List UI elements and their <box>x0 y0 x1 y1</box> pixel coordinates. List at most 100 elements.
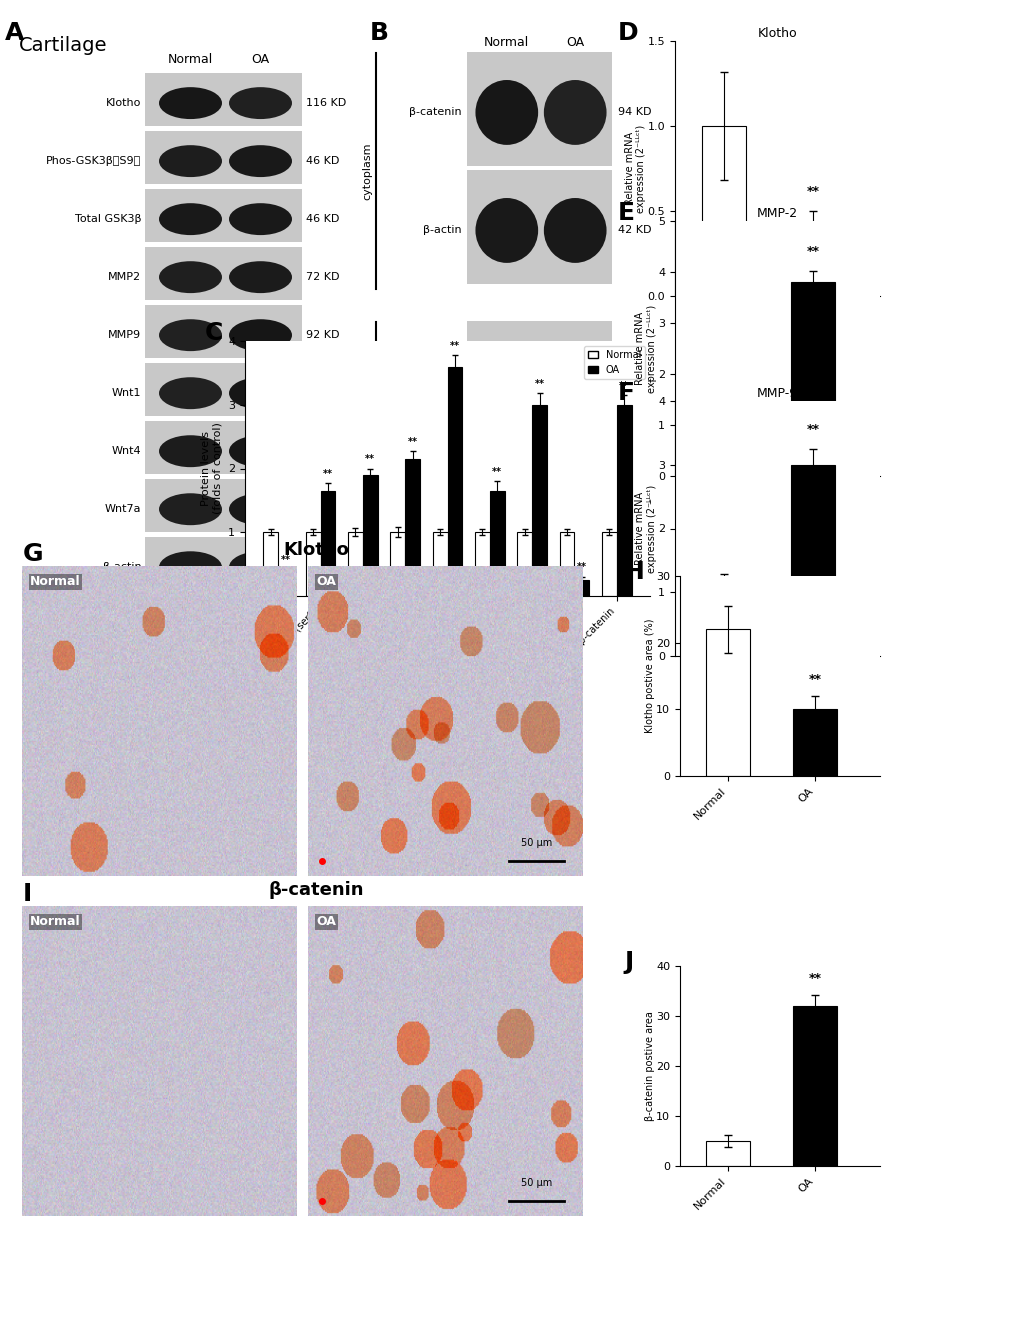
Ellipse shape <box>229 494 291 526</box>
Ellipse shape <box>475 80 538 145</box>
Text: Phos-GSK3β（S9）: Phos-GSK3β（S9） <box>46 156 142 166</box>
Text: J: J <box>624 950 633 974</box>
Text: Normal: Normal <box>31 575 81 588</box>
Ellipse shape <box>229 377 291 409</box>
Text: C: C <box>204 321 223 345</box>
Ellipse shape <box>159 494 222 526</box>
Y-axis label: Relative mRNA
expression (2⁻ᴸᴸᶜᵗ): Relative mRNA expression (2⁻ᴸᴸᶜᵗ) <box>624 124 646 213</box>
Bar <box>347 532 363 596</box>
Text: nucleus: nucleus <box>363 421 373 465</box>
Ellipse shape <box>159 319 222 351</box>
Title: MMP-9: MMP-9 <box>756 387 797 399</box>
Bar <box>790 282 835 476</box>
Text: β-actin: β-actin <box>103 562 142 572</box>
Ellipse shape <box>543 470 606 536</box>
Bar <box>467 170 611 284</box>
Bar <box>363 475 377 596</box>
Text: **: ** <box>365 454 375 465</box>
Bar <box>705 1141 749 1166</box>
Bar <box>145 421 303 474</box>
Y-axis label: Relative mRNA
expression (2⁻ᴸᴸᶜᵗ): Relative mRNA expression (2⁻ᴸᴸᶜᵗ) <box>635 484 656 572</box>
Ellipse shape <box>543 349 606 415</box>
Text: 42 KD: 42 KD <box>306 562 339 572</box>
Text: **: ** <box>577 563 586 572</box>
Text: β-actin: β-actin <box>422 225 461 236</box>
Text: OA: OA <box>316 575 336 588</box>
Y-axis label: β-catenin postive area: β-catenin postive area <box>644 1012 654 1121</box>
Text: E: E <box>616 201 634 225</box>
Bar <box>467 52 611 165</box>
Y-axis label: Relative mRNA
expression (2⁻ᴸᴸᶜᵗ): Relative mRNA expression (2⁻ᴸᴸᶜᵗ) <box>635 305 656 393</box>
Ellipse shape <box>229 435 291 467</box>
Text: 47 KD: 47 KD <box>306 389 339 398</box>
Bar <box>145 479 303 532</box>
Bar <box>145 305 303 358</box>
Ellipse shape <box>543 198 606 264</box>
Ellipse shape <box>159 551 222 583</box>
Bar <box>701 425 746 476</box>
Text: β-catenin: β-catenin <box>409 108 461 117</box>
Bar <box>320 491 335 596</box>
Bar <box>790 232 835 295</box>
Bar <box>532 405 546 596</box>
Bar <box>432 532 447 596</box>
Text: 39 KD: 39 KD <box>306 446 339 457</box>
Text: 46 KD: 46 KD <box>306 214 339 224</box>
Ellipse shape <box>159 87 222 118</box>
Y-axis label: Klotho postive area (%): Klotho postive area (%) <box>644 619 654 733</box>
Text: OA: OA <box>252 53 269 67</box>
Text: **: ** <box>534 379 544 389</box>
Text: 92 KD: 92 KD <box>306 330 339 341</box>
Bar <box>278 574 292 596</box>
Text: Wnt1: Wnt1 <box>112 389 142 398</box>
Bar <box>489 491 504 596</box>
Text: G: G <box>22 542 43 566</box>
Bar <box>467 321 611 437</box>
Bar <box>701 592 746 656</box>
Bar <box>792 709 836 776</box>
Ellipse shape <box>475 349 538 415</box>
Text: A: A <box>5 21 24 45</box>
Text: 94 KD: 94 KD <box>618 378 651 387</box>
Legend: Normal, OA: Normal, OA <box>584 346 644 378</box>
Ellipse shape <box>229 145 291 177</box>
Text: 50 μm: 50 μm <box>520 839 551 848</box>
Text: **: ** <box>492 467 501 476</box>
Bar <box>145 248 303 301</box>
Bar <box>306 532 320 596</box>
Text: F: F <box>616 381 634 405</box>
Bar <box>145 189 303 242</box>
Bar <box>145 73 303 126</box>
Bar <box>701 126 746 295</box>
Text: **: ** <box>807 673 820 685</box>
Ellipse shape <box>543 80 606 145</box>
Text: Klotho: Klotho <box>106 98 142 108</box>
Text: **: ** <box>806 245 819 258</box>
Text: Normal: Normal <box>484 36 529 49</box>
Bar <box>263 532 278 596</box>
Ellipse shape <box>159 204 222 236</box>
Text: Lamin A: Lamin A <box>416 498 461 508</box>
Text: Cartilage: Cartilage <box>19 36 107 55</box>
Bar <box>574 580 589 596</box>
Text: MMP9: MMP9 <box>108 330 142 341</box>
Bar <box>705 630 749 776</box>
Text: cytoplasm: cytoplasm <box>363 142 373 200</box>
Ellipse shape <box>229 87 291 118</box>
Bar <box>475 532 489 596</box>
Text: OA: OA <box>566 36 584 49</box>
Text: β-catenin: β-catenin <box>409 378 461 387</box>
Ellipse shape <box>475 198 538 264</box>
Text: B: B <box>370 21 388 45</box>
Bar <box>792 1006 836 1166</box>
Text: **: ** <box>806 185 819 198</box>
Ellipse shape <box>229 204 291 236</box>
Title: Klotho: Klotho <box>757 27 797 40</box>
Text: 72 KD: 72 KD <box>306 272 339 282</box>
Text: **: ** <box>806 423 819 437</box>
Text: **: ** <box>408 437 417 447</box>
Bar <box>467 442 611 558</box>
Ellipse shape <box>159 261 222 293</box>
Text: MMP2: MMP2 <box>108 272 142 282</box>
Text: 42 KD: 42 KD <box>618 225 651 236</box>
